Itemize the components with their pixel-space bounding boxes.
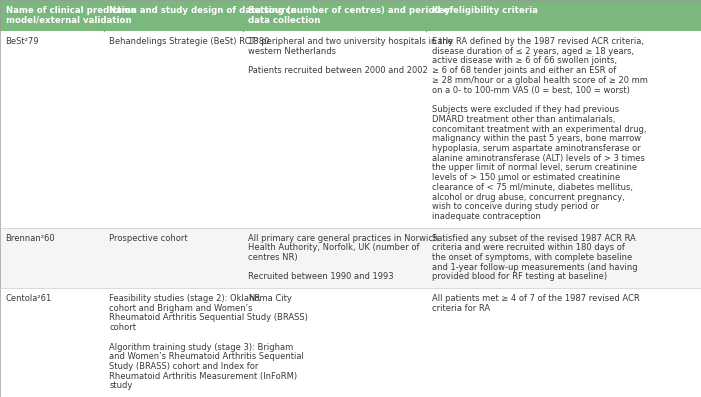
Bar — [243, 0, 426, 31]
Bar — [243, 288, 426, 397]
Text: and 1-year follow-up measurements (and having: and 1-year follow-up measurements (and h… — [432, 263, 637, 272]
Text: criteria for RA: criteria for RA — [432, 304, 490, 312]
Text: cohort: cohort — [109, 323, 136, 332]
Text: disease duration of ≤ 2 years, aged ≥ 18 years,: disease duration of ≤ 2 years, aged ≥ 18… — [432, 47, 634, 56]
Text: model/external validation: model/external validation — [6, 15, 131, 25]
Text: 18 peripheral and two university hospitals in the: 18 peripheral and two university hospita… — [248, 37, 453, 46]
Text: study: study — [109, 382, 132, 390]
Text: malignancy within the past 5 years, bone marrow: malignancy within the past 5 years, bone… — [432, 134, 641, 143]
Text: All primary care general practices in Norwich: All primary care general practices in No… — [248, 233, 438, 243]
Bar — [0, 0, 104, 31]
Text: data collection: data collection — [248, 15, 320, 25]
Text: NR: NR — [248, 294, 260, 303]
Text: Name of clinical prediction: Name of clinical prediction — [6, 6, 136, 15]
Text: levels of > 150 μmol or estimated creatinine: levels of > 150 μmol or estimated creati… — [432, 173, 620, 182]
Text: provided blood for RF testing at baseline): provided blood for RF testing at baselin… — [432, 272, 607, 281]
Text: clearance of < 75 ml/minute, diabetes mellitus,: clearance of < 75 ml/minute, diabetes me… — [432, 183, 633, 192]
Text: Health Authority, Norfolk, UK (number of: Health Authority, Norfolk, UK (number of — [248, 243, 419, 252]
Bar — [426, 31, 701, 228]
Bar — [426, 288, 701, 397]
Bar — [0, 228, 104, 288]
Text: centres NR): centres NR) — [248, 253, 298, 262]
Text: and Women’s Rheumatoid Arthritis Sequential: and Women’s Rheumatoid Arthritis Sequent… — [109, 352, 304, 361]
Bar — [0, 31, 104, 228]
Text: concomitant treatment with an experimental drug,: concomitant treatment with an experiment… — [432, 125, 646, 133]
Text: western Netherlands: western Netherlands — [248, 47, 336, 56]
Bar — [0, 288, 104, 397]
Text: All patients met ≥ 4 of 7 of the 1987 revised ACR: All patients met ≥ 4 of 7 of the 1987 re… — [432, 294, 639, 303]
Text: Study (BRASS) cohort and Index for: Study (BRASS) cohort and Index for — [109, 362, 259, 371]
Text: Behandelings Strategie (BeSt) RCT²80: Behandelings Strategie (BeSt) RCT²80 — [109, 37, 270, 46]
Text: Rheumatoid Arthritis Measurement (InFoRM): Rheumatoid Arthritis Measurement (InFoRM… — [109, 372, 297, 381]
Text: cohort and Brigham and Women’s: cohort and Brigham and Women’s — [109, 304, 253, 312]
Text: criteria and were recruited within 180 days of: criteria and were recruited within 180 d… — [432, 243, 625, 252]
Text: Patients recruited between 2000 and 2002: Patients recruited between 2000 and 2002 — [248, 66, 428, 75]
Bar — [243, 31, 426, 228]
Bar — [426, 228, 701, 288]
Text: Algorithm training study (stage 3): Brigham: Algorithm training study (stage 3): Brig… — [109, 343, 294, 351]
Text: inadequate contraception: inadequate contraception — [432, 212, 540, 221]
Bar — [426, 0, 701, 31]
Bar — [104, 0, 243, 31]
Text: ≥ 28 mm/hour or a global health score of ≥ 20 mm: ≥ 28 mm/hour or a global health score of… — [432, 76, 648, 85]
Text: hypoplasia, serum aspartate aminotransferase or: hypoplasia, serum aspartate aminotransfe… — [432, 144, 640, 153]
Text: Key eligibility criteria: Key eligibility criteria — [432, 6, 538, 15]
Text: Name and study design of data source: Name and study design of data source — [109, 6, 297, 15]
Text: the onset of symptoms, with complete baseline: the onset of symptoms, with complete bas… — [432, 253, 632, 262]
Text: Recruited between 1990 and 1993: Recruited between 1990 and 1993 — [248, 272, 394, 281]
Bar — [243, 228, 426, 288]
Bar — [104, 288, 243, 397]
Text: DMARD treatment other than antimalarials,: DMARD treatment other than antimalarials… — [432, 115, 615, 124]
Text: alcohol or drug abuse, concurrent pregnancy,: alcohol or drug abuse, concurrent pregna… — [432, 193, 625, 202]
Bar — [104, 228, 243, 288]
Text: Setting (number of centres) and period of: Setting (number of centres) and period o… — [248, 6, 454, 15]
Text: the upper limit of normal level, serum creatinine: the upper limit of normal level, serum c… — [432, 164, 637, 172]
Text: wish to conceive during study period or: wish to conceive during study period or — [432, 202, 599, 212]
Text: alanine aminotransferase (ALT) levels of > 3 times: alanine aminotransferase (ALT) levels of… — [432, 154, 645, 163]
Text: Satisfied any subset of the revised 1987 ACR RA: Satisfied any subset of the revised 1987… — [432, 233, 636, 243]
Text: Centola²61: Centola²61 — [6, 294, 52, 303]
Text: Prospective cohort: Prospective cohort — [109, 233, 188, 243]
Text: Feasibility studies (stage 2): Oklahoma City: Feasibility studies (stage 2): Oklahoma … — [109, 294, 292, 303]
Bar — [104, 31, 243, 228]
Text: BeSt²79: BeSt²79 — [6, 37, 39, 46]
Text: on a 0- to 100-mm VAS (0 = best, 100 = worst): on a 0- to 100-mm VAS (0 = best, 100 = w… — [432, 86, 629, 94]
Text: Subjects were excluded if they had previous: Subjects were excluded if they had previ… — [432, 105, 619, 114]
Text: Brennan²60: Brennan²60 — [6, 233, 55, 243]
Text: ≥ 6 of 68 tender joints and either an ESR of: ≥ 6 of 68 tender joints and either an ES… — [432, 66, 616, 75]
Text: Early RA defined by the 1987 revised ACR criteria,: Early RA defined by the 1987 revised ACR… — [432, 37, 644, 46]
Text: Rheumatoid Arthritis Sequential Study (BRASS): Rheumatoid Arthritis Sequential Study (B… — [109, 313, 308, 322]
Text: active disease with ≥ 6 of 66 swollen joints,: active disease with ≥ 6 of 66 swollen jo… — [432, 56, 617, 66]
